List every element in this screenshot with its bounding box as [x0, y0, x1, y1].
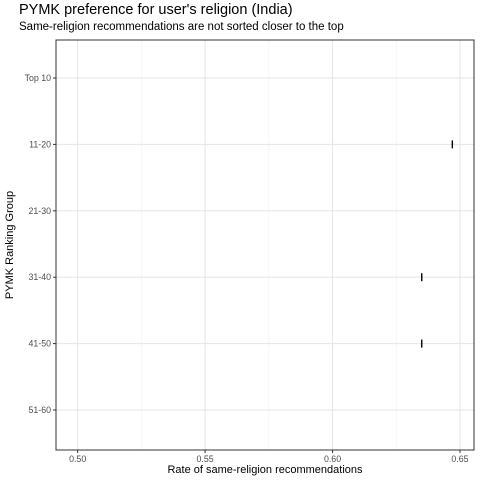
grid-lines [56, 40, 474, 450]
x-axis-title: Rate of same-religion recommendations [167, 464, 363, 476]
chart-subtitle: Same-religion recommendations are not so… [19, 21, 344, 33]
y-axis-title: PYMK Ranking Group [4, 191, 16, 299]
x-tick-label: 0.50 [69, 454, 86, 464]
y-tick-label: Top 10 [25, 73, 52, 83]
y-axis: Top 10 11-20 21-30 31-40 41-50 51-60 [25, 73, 56, 415]
y-tick-label: 31-40 [29, 272, 52, 282]
x-tick-label: 0.60 [324, 454, 341, 464]
x-tick-label: 0.65 [451, 454, 468, 464]
data-marks [421, 140, 454, 348]
y-tick-label: 41-50 [29, 339, 52, 349]
y-tick-label: 51-60 [29, 405, 52, 415]
x-axis: 0.50 0.55 0.60 0.65 [69, 450, 469, 464]
y-tick-label: 21-30 [29, 206, 52, 216]
x-tick-label: 0.55 [197, 454, 214, 464]
panel-border [55, 39, 475, 451]
chart-title: PYMK preference for user's religion (Ind… [19, 2, 293, 18]
y-tick-label: 11-20 [29, 139, 51, 149]
plot-panel [56, 40, 474, 450]
